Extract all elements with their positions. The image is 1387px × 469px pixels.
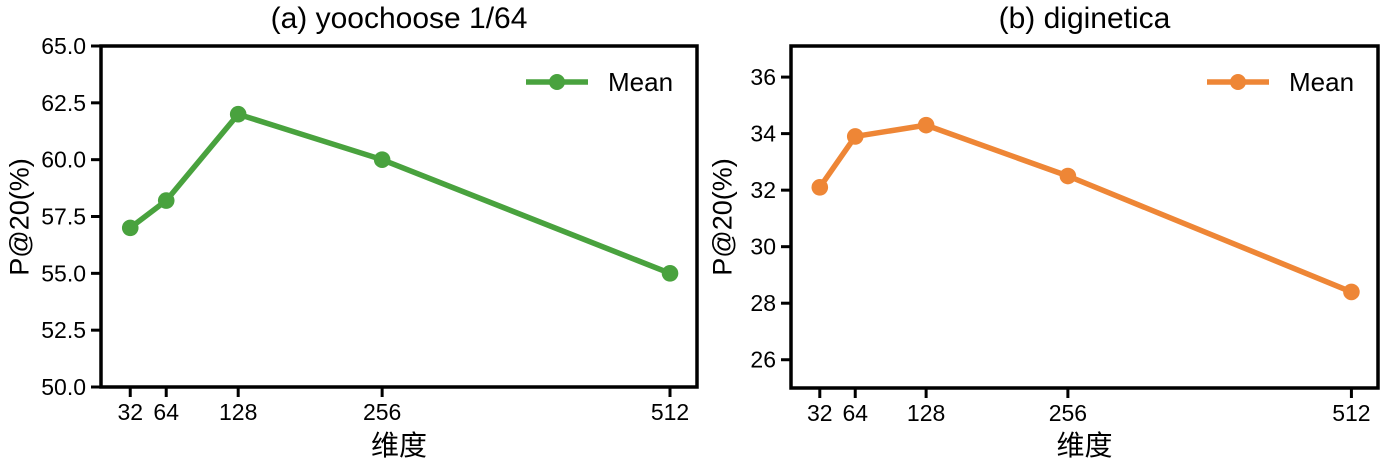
chart-yoochoose: 32 64 128 256 512 50.0 52.5 55.0 57.5 60.0 62.5 65.… [4,2,699,461]
y-axis-label: P@20(%) [4,158,35,276]
y-tick-label: 52.5 [41,317,86,343]
x-tick-label: 32 [117,399,143,425]
data-point-marker [811,179,829,196]
data-point-marker [661,265,679,282]
y-tick-label: 62.5 [41,90,86,116]
mean-line [817,122,1353,295]
chart-title: (a) yoochoose 1/64 [270,2,528,35]
data-point-marker [1343,283,1360,301]
y-tick-label: 57.5 [41,204,86,230]
x-tick-label: 512 [651,399,689,425]
chart-title: (b) diginetica [998,2,1171,35]
y-tick-label: 50.0 [41,374,86,400]
axes-frame [789,44,1380,390]
x-tick-label: 32 [807,400,833,426]
mean-line [128,111,672,276]
y-tick-label: 55.0 [41,260,86,286]
axes-frame [99,44,699,389]
legend-label: Mean [608,67,673,97]
x-tick-label: 64 [153,399,179,425]
x-tick-label: 256 [1049,400,1087,426]
x-tick-label: 128 [907,400,945,426]
x-axis-label: 维度 [1056,430,1113,461]
x-tick-label: 64 [842,400,868,426]
chart-diginetica: 32 64 128 256 512 26 28 30 32 34 36 Mean (b) digine… [694,0,1387,469]
y-tick-label: 32 [750,177,776,203]
data-point-marker [121,219,139,237]
legend-label: Mean [1289,67,1354,97]
y-tick-label: 36 [750,64,776,90]
y-tick-label: 28 [750,290,776,316]
data-point-marker [157,192,175,209]
data-point-marker [373,151,391,168]
x-axis-label: 维度 [370,430,427,461]
y-tick-label: 60.0 [41,147,86,173]
y-tick-label: 65.0 [41,33,86,59]
plot-area-yoochoose: 32 64 128 256 512 50.0 52.5 55.0 57.5 60.0 62.5 65.… [41,33,699,425]
x-tick-label: 128 [219,399,257,425]
legend-marker [549,74,565,90]
data-point-marker [1059,167,1077,185]
y-tick-label: 26 [750,347,776,373]
x-tick-label: 256 [363,399,401,425]
y-tick-label: 30 [750,234,776,260]
data-point-marker [229,105,247,123]
x-tick-label: 512 [1332,400,1370,426]
data-point-marker [917,116,935,134]
y-axis-label: P@20(%) [707,158,738,276]
plot-area-diginetica: 32 64 128 256 512 26 28 30 32 34 36 Mean [750,44,1380,426]
data-point-marker [846,128,864,145]
legend-marker [1230,74,1246,90]
y-tick-label: 34 [750,121,776,147]
